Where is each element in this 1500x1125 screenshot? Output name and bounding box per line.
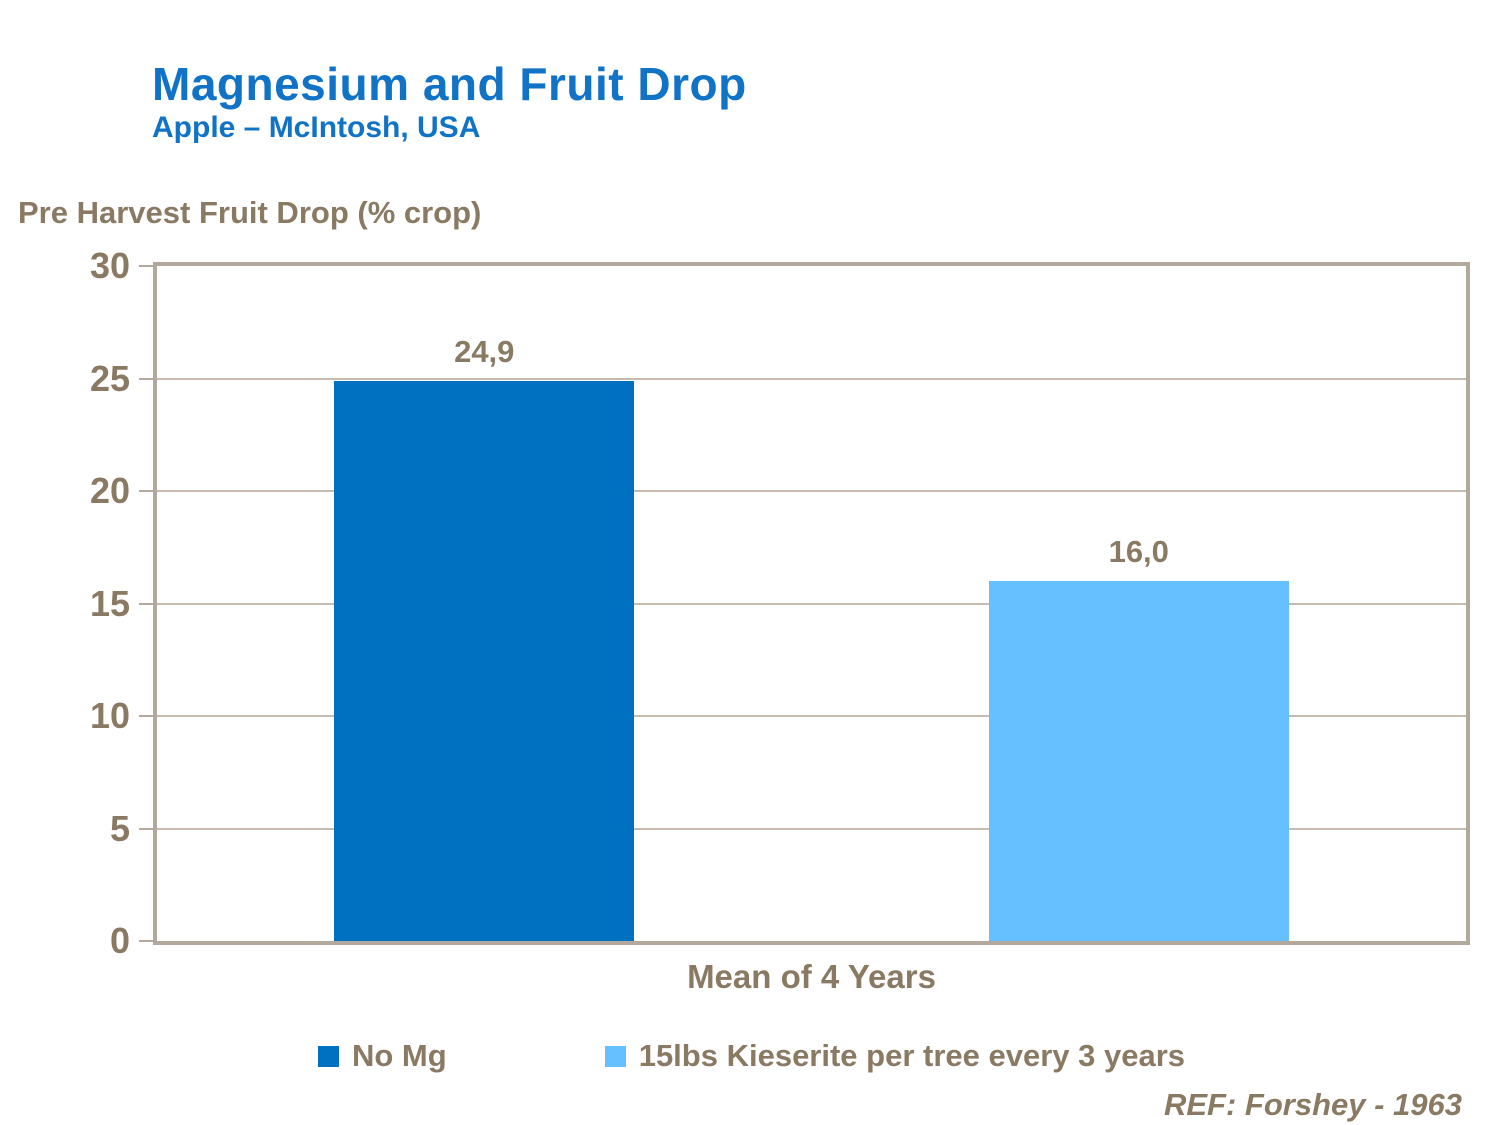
- y-ticklabel-20: 20: [89, 470, 130, 511]
- chart-subtitle: Apple – McIntosh, USA: [152, 111, 481, 144]
- bar-no-mg: [334, 380, 635, 941]
- gridline-20: [157, 490, 1466, 492]
- y-ticklabel-5: 5: [109, 807, 130, 849]
- gridline-25: [157, 377, 1466, 380]
- legend-swatch-icon: [604, 1045, 626, 1067]
- legend-item-kieserite: 15lbs Kieserite per tree every 3 years: [604, 1038, 1186, 1074]
- legend-swatch-icon: [318, 1045, 339, 1067]
- chart-title: Magnesium and Fruit Drop: [152, 58, 747, 110]
- bar-value-label: 24,9: [454, 333, 515, 369]
- gridline-15: [157, 602, 1466, 605]
- y-axis-title: Pre Harvest Fruit Drop (% crop): [18, 195, 482, 230]
- legend-label: No Mg: [352, 1038, 447, 1073]
- y-ticklabel-0: 0: [109, 920, 130, 961]
- y-ticklabel-10: 10: [89, 695, 130, 736]
- x-axis-label: Mean of 4 Years: [687, 958, 936, 995]
- legend-label: 15lbs Kieserite per tree every 3 years: [638, 1038, 1186, 1073]
- legend-item-no-mg: No Mg: [318, 1038, 447, 1074]
- gridline-10: [157, 715, 1466, 717]
- y-ticklabel-30: 30: [89, 245, 130, 286]
- gridline-5: [157, 827, 1466, 830]
- y-ticklabel-15: 15: [89, 582, 130, 624]
- y-ticklabel-25: 25: [89, 357, 130, 399]
- bar-kieserite: [988, 581, 1289, 941]
- bar-value-label: 16,0: [1108, 534, 1169, 569]
- reference-text: REF: Forshey - 1963: [1163, 1087, 1462, 1122]
- legend: No Mg 15lbs Kieserite per tree every 3 ye…: [318, 1038, 1185, 1074]
- plot-area: 24,9 16,0: [153, 262, 1470, 945]
